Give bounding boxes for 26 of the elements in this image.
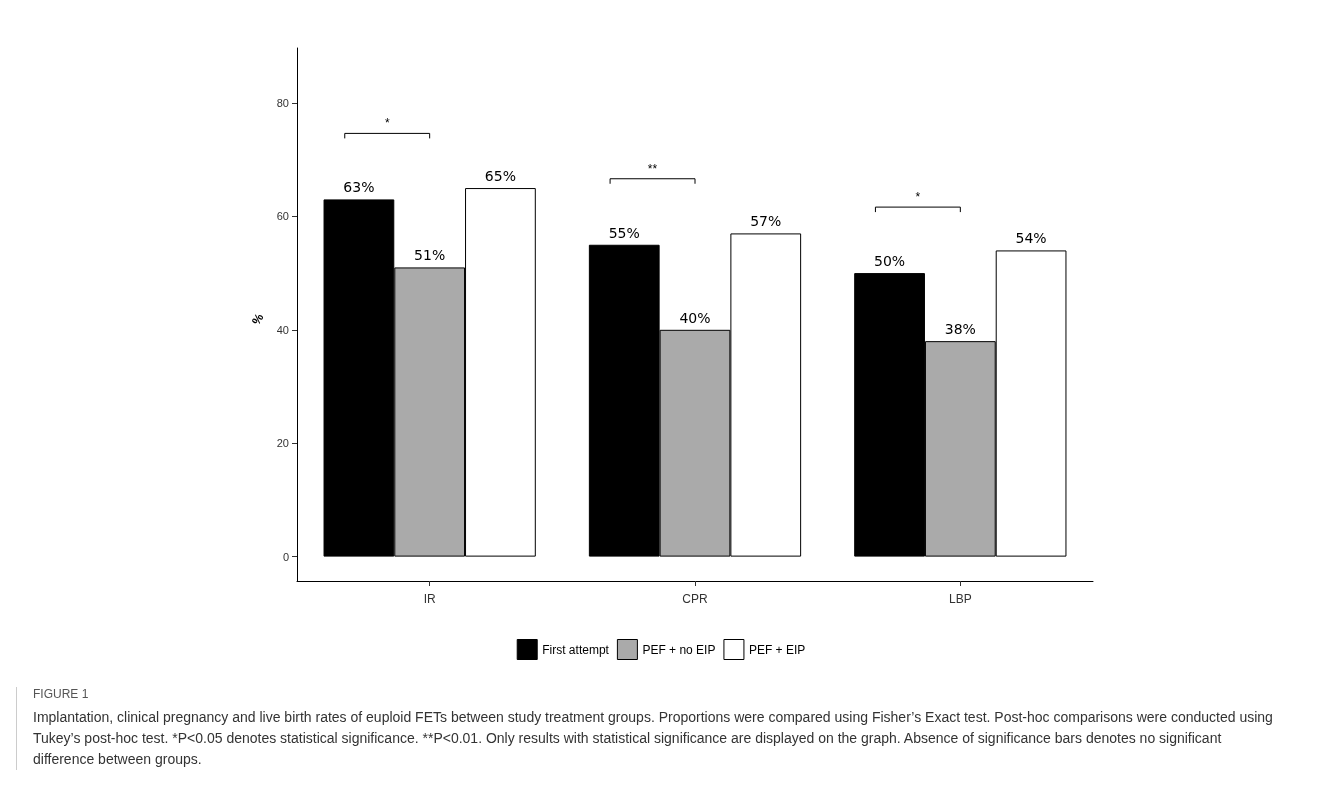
- data-label: 54%: [1015, 230, 1047, 247]
- annotation: *: [384, 116, 390, 131]
- y-tick-label: 60: [276, 210, 289, 223]
- data-label: 63%: [343, 179, 375, 196]
- data-label: 40%: [679, 309, 711, 326]
- caption: FIGURE 1: [33, 687, 90, 701]
- annotation: *: [915, 190, 921, 205]
- text: Implantation, clinical pregnancy and live birth rates of euploid FETs between study treatment groups. Proportions were compared using Fisher’s Exact test. Post-hoc comparisons were conducted using Tukey’s post-hoc test. *P<0.05 denotes statistical significance. **P<0.01. Only results with statistical significance are displayed on the graph. Absence of significance bars denotes no significant difference between groups.: [33, 708, 1273, 769]
- data-label: 57%: [750, 213, 782, 230]
- annotation: **: [647, 161, 658, 176]
- legend-label: PEF + no EIP: [642, 642, 716, 657]
- data-label: 51%: [414, 247, 446, 264]
- y-tick-label: 20: [276, 437, 289, 450]
- x-tick-label: CPR: [682, 592, 708, 606]
- y-tick-label: 80: [276, 97, 289, 109]
- legend-label: First attempt: [542, 642, 610, 657]
- y-axis-title: %: [248, 310, 267, 328]
- data-label: 50%: [874, 253, 906, 270]
- x-tick-label: LBP: [948, 592, 972, 606]
- x-tick-label: IR: [423, 592, 436, 606]
- legend-label: PEF + EIP: [748, 642, 806, 657]
- y-tick-label: 40: [276, 323, 289, 336]
- data-label: 65%: [484, 168, 516, 185]
- y-tick-label: 0: [282, 550, 289, 563]
- data-label: 55%: [608, 224, 640, 241]
- data-label: 38%: [944, 321, 976, 338]
